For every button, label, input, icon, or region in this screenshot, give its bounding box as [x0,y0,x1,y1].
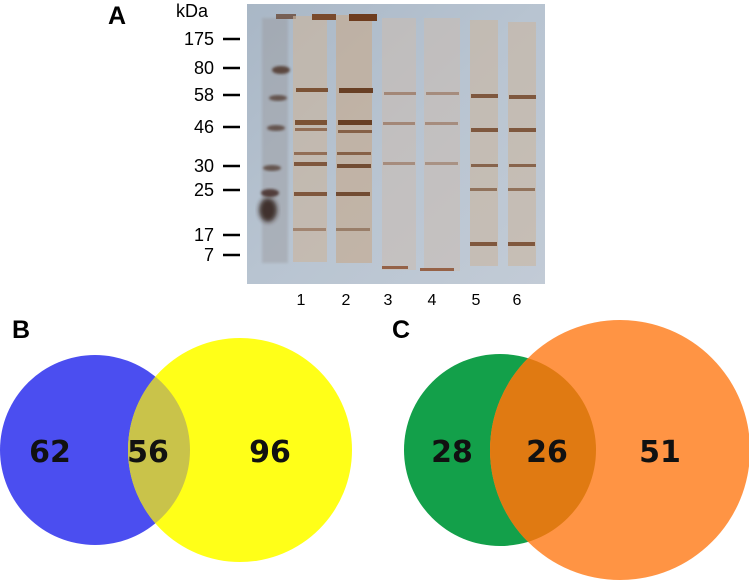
panel-c-letter: C [392,316,410,344]
venn-c-overlap-count: 26 [526,435,568,470]
panel-b-letter: B [12,316,30,344]
lane-label-3: 3 [384,292,393,309]
lane-label-6: 6 [513,292,522,309]
gel-lane-6 [508,22,536,266]
venn-c-overlap-region [490,354,596,546]
gel-lane-3 [382,18,416,270]
panel-a-letter: A [108,2,126,30]
panel-c: C 28 26 51 [392,316,749,580]
venn-c-left-count: 28 [431,435,473,470]
panel-a: A kDa 175 80 58 46 30 25 17 7 [108,1,545,309]
gel-lane-5 [470,20,498,266]
panel-b: B 62 56 96 [0,316,352,562]
marker-label-58: 58 [194,85,214,105]
gel-lane-2 [336,14,377,263]
marker-label-25: 25 [194,180,214,200]
molecular-weight-markers: 175 80 58 46 30 25 17 7 [184,29,240,265]
venn-b-left-count: 62 [29,435,71,470]
marker-label-30: 30 [194,156,214,176]
venn-b-overlap-count: 56 [127,435,169,470]
silver-stained-gel [247,4,545,284]
gel-lane-1 [293,14,336,262]
venn-b-right-count: 96 [249,435,291,470]
lane-labels: 1 2 3 4 5 6 [297,292,522,309]
venn-c-right-count: 51 [639,435,681,470]
sample-lanes [293,14,536,271]
marker-label-175: 175 [184,29,214,49]
marker-label-7: 7 [204,245,214,265]
lane-label-1: 1 [297,292,306,309]
lane-label-2: 2 [342,292,351,309]
lane-label-5: 5 [472,292,481,309]
venn-b-right-circle [128,338,352,562]
lane-label-4: 4 [428,292,437,309]
venn-b-overlap-region [128,355,190,545]
marker-label-80: 80 [194,58,214,78]
kda-unit-label: kDa [176,1,209,21]
ladder-lane [259,14,296,263]
gel-lane-4 [420,18,460,271]
marker-label-46: 46 [194,117,214,137]
marker-label-17: 17 [194,225,214,245]
